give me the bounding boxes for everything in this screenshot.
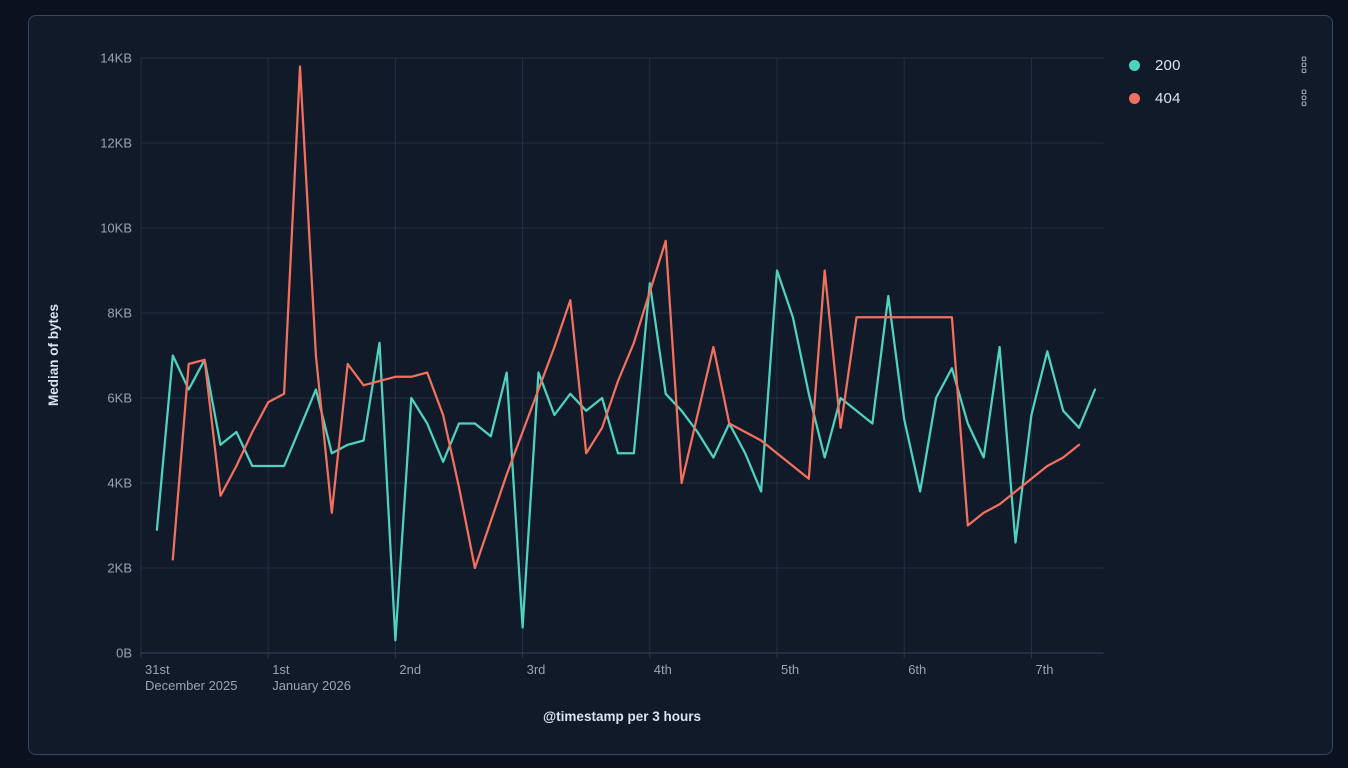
x-tick-label: 6th <box>908 662 926 677</box>
x-tick-label: 7th <box>1035 662 1053 677</box>
series-line-404 <box>171 65 1081 570</box>
boxes-vertical-icon <box>1301 89 1307 107</box>
chart-panel: 31st December 2025 1st January 2026 2nd 3rd 4t… <box>28 15 1333 755</box>
plot-area[interactable] <box>141 58 1104 653</box>
x-tick-label: 4th <box>654 662 672 677</box>
y-tick-label: 2KB <box>107 561 132 576</box>
x-tick-label: 2nd <box>399 662 421 677</box>
y-tick-label: 4KB <box>107 476 132 491</box>
legend-actions-button-200[interactable] <box>1297 54 1311 76</box>
x-tick-label: December 2025 <box>145 678 238 693</box>
x-tick-label: 3rd <box>527 662 546 677</box>
y-tick-label: 0B <box>116 646 132 661</box>
legend-item-200: 200 <box>1125 52 1311 78</box>
x-tick-label: 1st <box>272 662 290 677</box>
axes <box>140 652 1104 658</box>
y-axis-tick-labels: 0B 2KB 4KB 6KB 8KB 10KB 12KB 14KB <box>100 51 132 661</box>
y-tick-label: 6KB <box>107 391 132 406</box>
x-axis-title: @timestamp per 3 hours <box>543 709 701 724</box>
legend-label-200[interactable]: 200 <box>1155 56 1181 74</box>
x-tick-label: January 2026 <box>272 678 351 693</box>
legend: 200 404 <box>1125 52 1311 111</box>
x-tick-label: 5th <box>781 662 799 677</box>
y-tick-label: 12KB <box>100 136 132 151</box>
legend-item-404: 404 <box>1125 85 1311 111</box>
series-color-dot-200 <box>1129 59 1140 71</box>
y-tick-label: 14KB <box>100 51 132 66</box>
x-tick-label: 31st <box>145 662 170 677</box>
boxes-vertical-icon <box>1301 56 1307 74</box>
legend-label-404[interactable]: 404 <box>1155 89 1181 107</box>
y-tick-label: 8KB <box>107 306 132 321</box>
y-tick-label: 10KB <box>100 221 132 236</box>
series-color-dot-404 <box>1129 92 1140 104</box>
legend-actions-button-404[interactable] <box>1297 87 1311 109</box>
series-lines <box>155 65 1097 642</box>
y-axis-title: Median of bytes <box>46 304 61 406</box>
series-line-200 <box>155 269 1097 642</box>
grid-lines <box>140 57 1104 653</box>
